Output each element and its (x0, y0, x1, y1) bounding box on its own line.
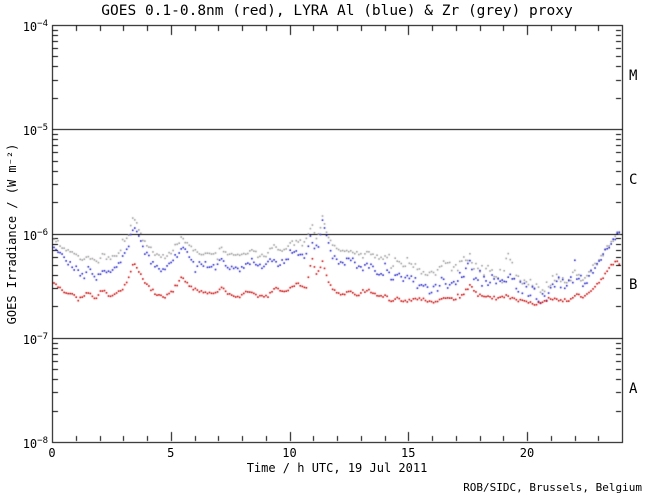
x-axis-label: Time / h UTC, 19 Jul 2011 (246, 461, 428, 475)
y-tick-label: 10−6 (22, 227, 48, 243)
x-tick-label: 10 (282, 446, 297, 460)
credit-text: ROB/SIDC, Brussels, Belgium (463, 481, 642, 494)
x-tick-label: 5 (167, 446, 175, 460)
flare-class-label: C (629, 172, 638, 189)
flare-class-label: A (629, 380, 638, 397)
x-tick-label: 20 (519, 446, 535, 460)
x-tick-label: 15 (401, 446, 416, 460)
flare-class-label: M (629, 68, 638, 85)
y-tick-label: 10−4 (22, 19, 48, 34)
y-tick-label: 10−8 (22, 436, 48, 451)
y-tick-label: 10−7 (22, 331, 48, 347)
chart-title: GOES 0.1-0.8nm (red), LYRA Al (blue) & Z… (101, 3, 573, 19)
flare-class-label: B (629, 276, 638, 293)
x-tick-label: 0 (48, 446, 56, 460)
y-tick-label: 10−5 (22, 123, 48, 139)
